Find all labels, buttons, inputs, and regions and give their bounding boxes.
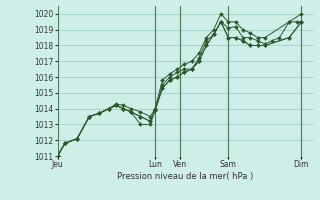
X-axis label: Pression niveau de la mer( hPa ): Pression niveau de la mer( hPa )	[117, 172, 254, 181]
